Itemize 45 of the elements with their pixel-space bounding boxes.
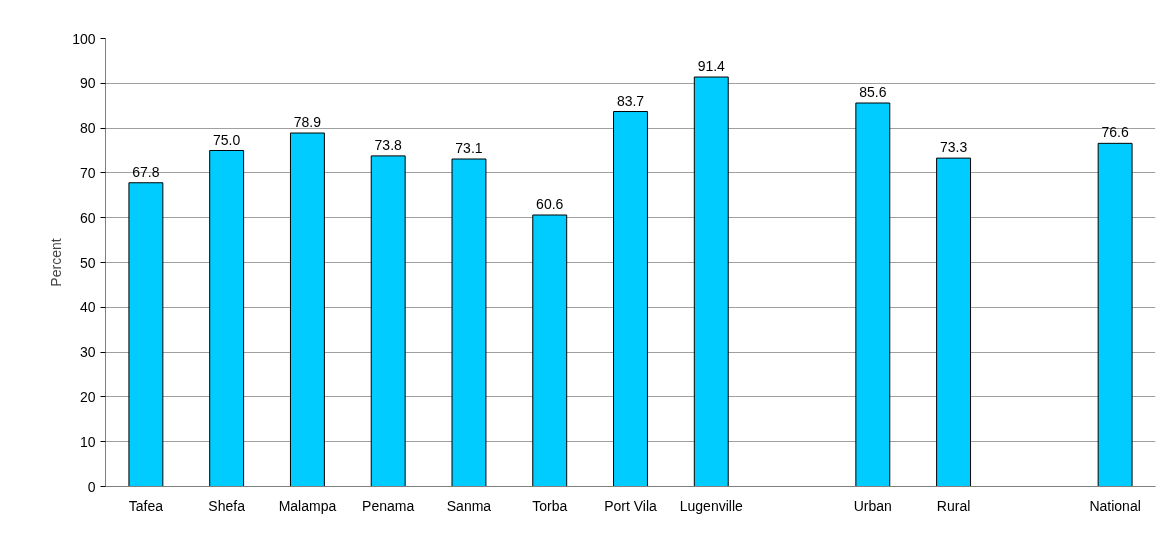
data-label: 73.8 [374,136,403,153]
x-tick-label: Penama [362,497,415,514]
bar [1097,142,1133,487]
y-tick-label: 90 [79,75,96,92]
data-label: 76.6 [1101,124,1129,141]
bar [936,157,972,487]
data-label: 73.1 [455,140,483,157]
y-tick-label: 20 [79,388,96,405]
x-tick-label: Torba [532,497,568,514]
bar [613,111,648,487]
y-tick-label: 80 [79,120,96,137]
x-tick-label: Shefa [208,497,246,514]
x-tick-label: Sanma [446,497,492,514]
data-label: 91.4 [697,58,726,75]
y-tick-label: 60 [79,209,96,226]
bar [855,102,891,487]
data-label: 78.9 [293,114,322,131]
y-axis-title: Percent [48,238,65,287]
data-label: 60.6 [536,196,564,213]
x-tick-label: Tafea [128,497,164,514]
bar [451,158,487,487]
y-tick-label: 100 [72,30,96,47]
data-label: 73.3 [939,139,968,156]
y-tick-label: 0 [87,478,96,495]
y-tick-label: 30 [79,344,96,361]
x-tick-label: Lugenville [679,497,744,514]
bar [289,132,325,487]
bar [532,214,568,487]
y-tick-label: 70 [79,164,96,181]
y-tick-label: 50 [79,254,96,271]
bar [693,76,729,487]
data-label: 67.8 [132,163,160,180]
y-tick-label: 10 [79,433,96,450]
y-tick-label: 40 [79,299,96,316]
x-tick-label: Urban [853,497,892,514]
bar [209,150,245,487]
data-label: 85.6 [859,84,887,101]
data-label: 83.7 [616,92,645,109]
data-label: 75.0 [213,131,241,148]
x-tick-label: Malampa [278,497,337,514]
x-tick-label: National [1089,497,1141,514]
x-tick-label: Rural [936,497,971,514]
x-tick-label: Port Vila [604,497,658,514]
bar [128,182,164,487]
bar [370,155,406,487]
